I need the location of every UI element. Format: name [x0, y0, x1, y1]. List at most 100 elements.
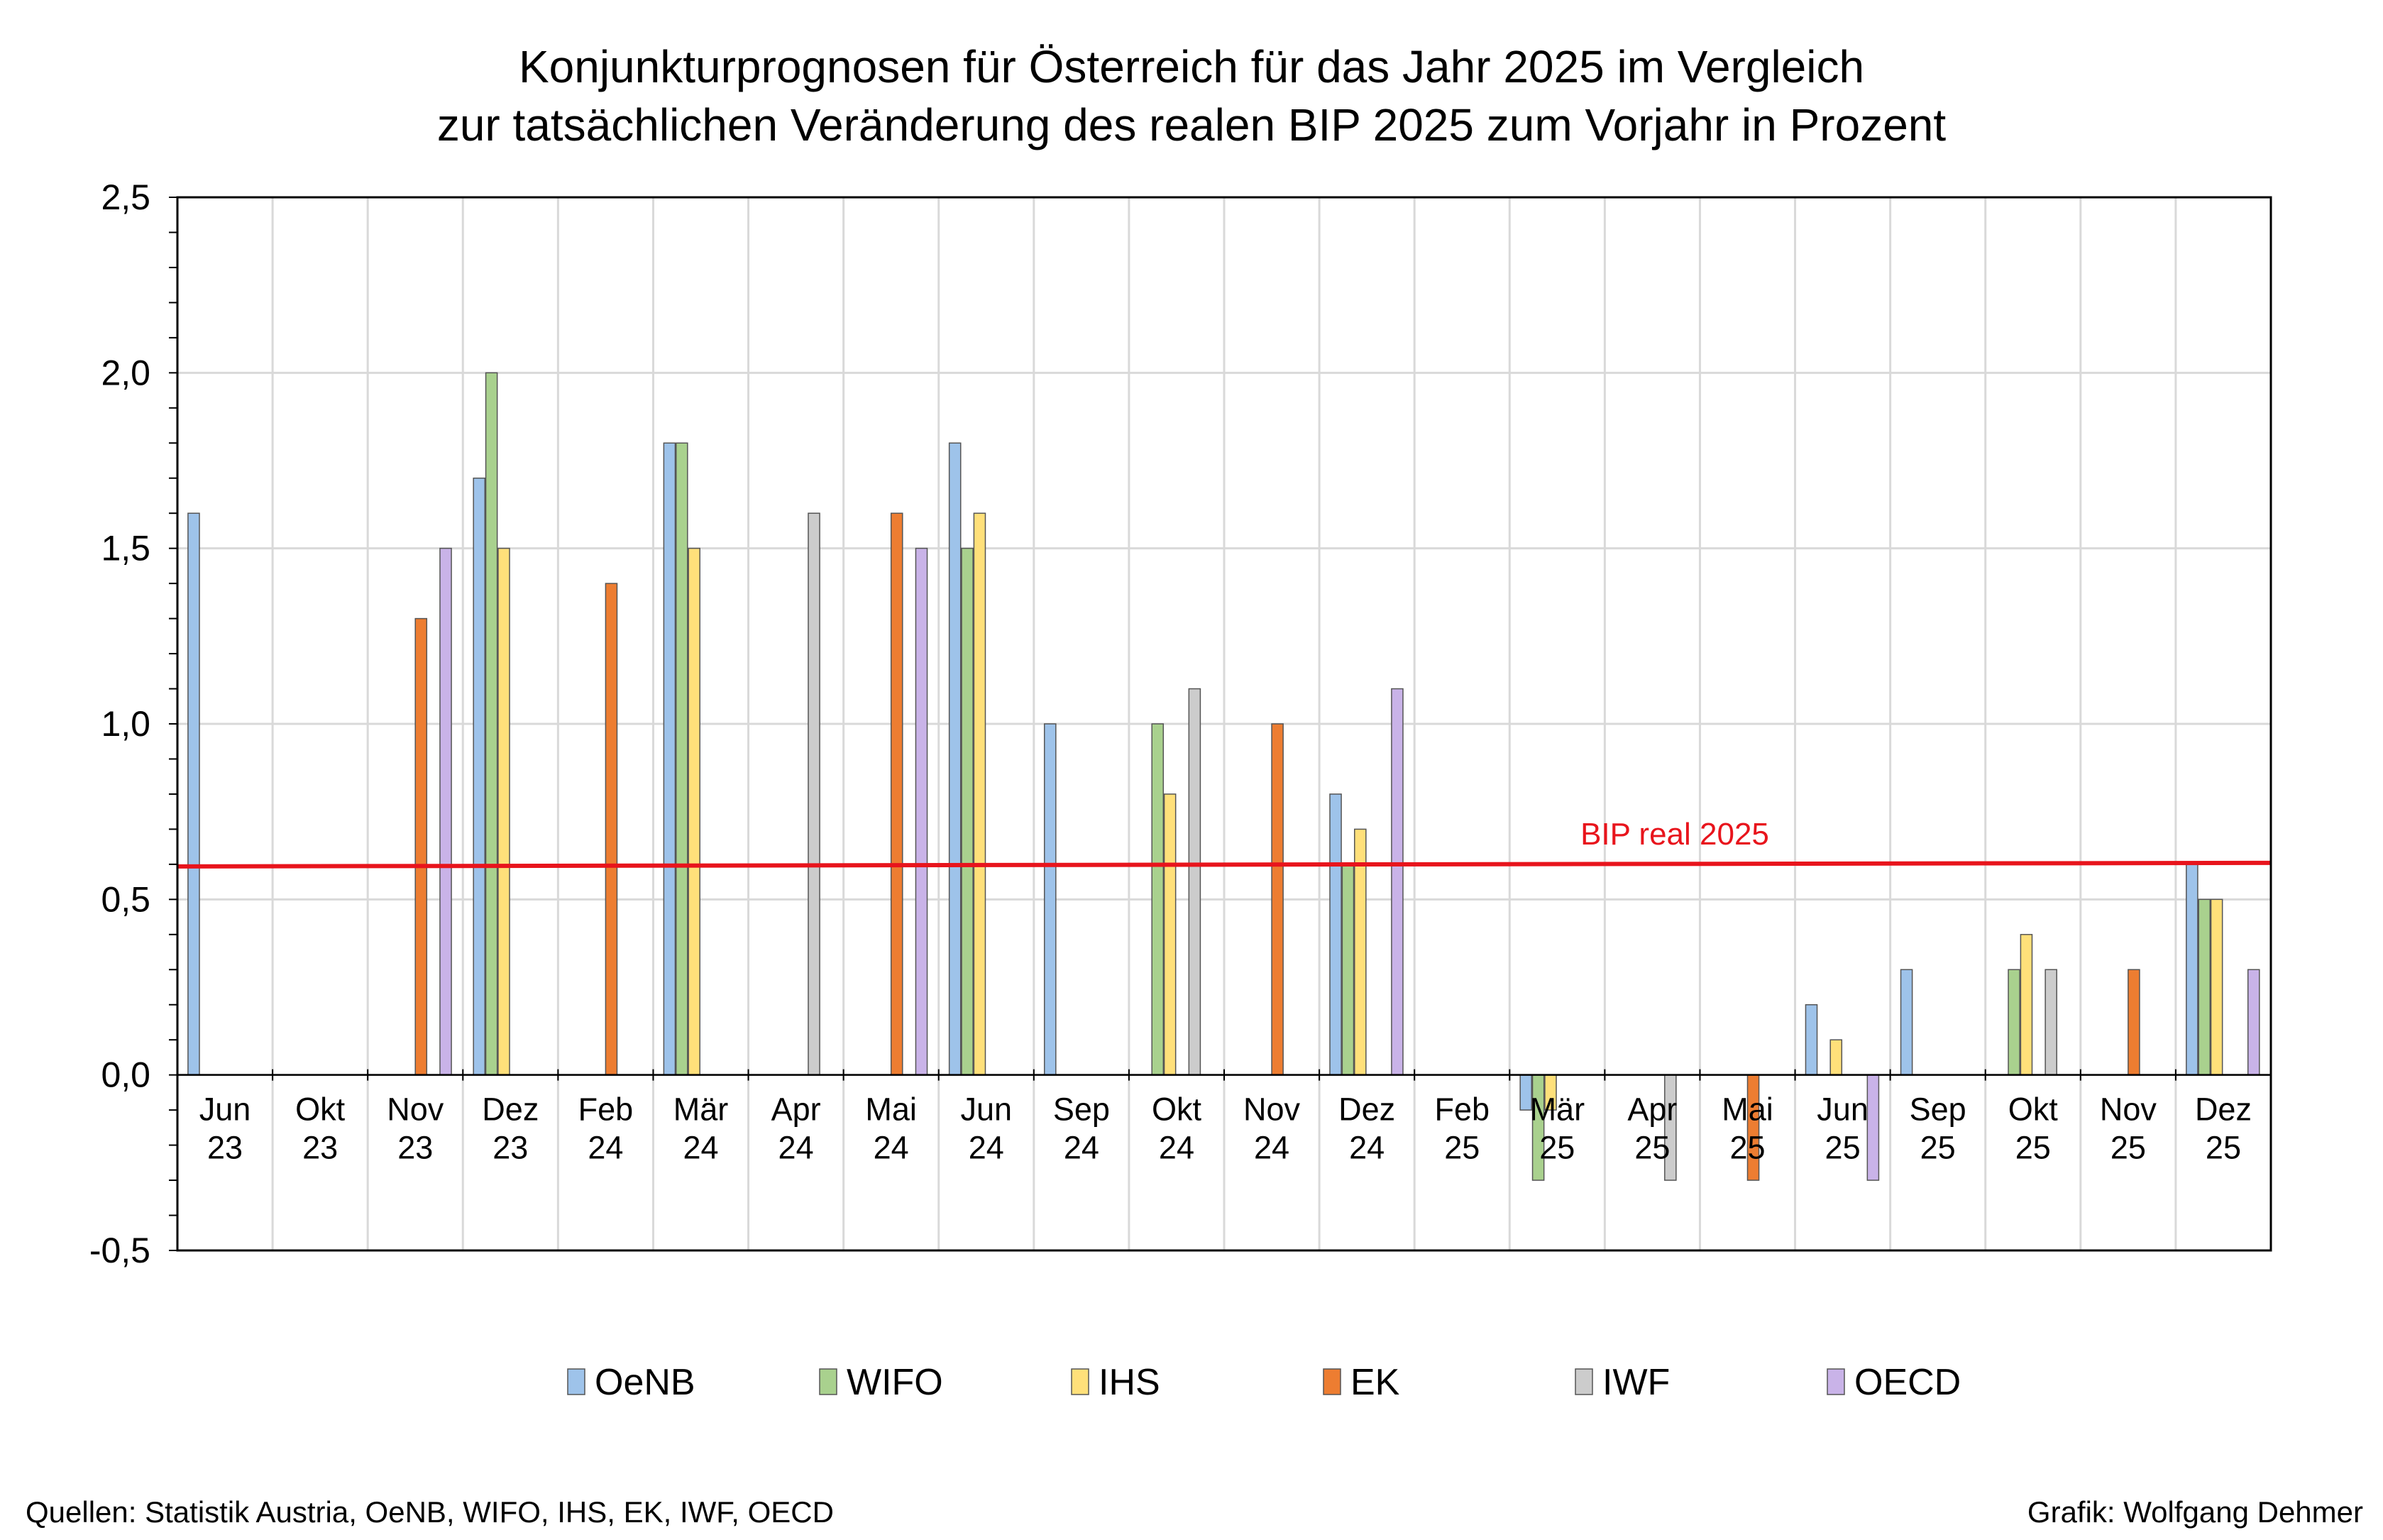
bar-oecd: [1866, 1074, 1880, 1181]
x-tick-label-year: 24: [588, 1130, 623, 1166]
bar-ihs: [1163, 793, 1177, 1076]
x-tick-label-year: 25: [1634, 1130, 1670, 1166]
y-tick-label: 2,5: [101, 177, 150, 217]
bar-ek: [2128, 969, 2140, 1076]
bar-oenb: [1900, 969, 1913, 1076]
legend-label-oenb: OeNB: [595, 1362, 695, 1403]
y-tick-label: 1,5: [101, 529, 150, 568]
x-tick-label-month: Mär: [673, 1091, 729, 1128]
x-tick-label-year: 25: [1539, 1130, 1575, 1166]
x-tick-label-month: Mär: [1530, 1091, 1585, 1128]
bar-ihs: [688, 547, 700, 1076]
x-tick-labels: Jun23Okt23Nov23Dez23Feb24Mär24Apr24Mai24…: [199, 1091, 2252, 1166]
x-tick-label-month: Dez: [482, 1091, 539, 1128]
x-tick-label-year: 24: [874, 1130, 909, 1166]
legend-label-oecd: OECD: [1854, 1362, 1961, 1403]
legend: OeNB WIFO IHS EK IWF OECD: [567, 1362, 1961, 1403]
legend-swatch-oecd: [1827, 1368, 1845, 1395]
reference-line: [177, 860, 2272, 869]
x-tick-label-year: 23: [207, 1130, 243, 1166]
x-tick-label-month: Apr: [771, 1091, 821, 1128]
bar-oecd: [915, 547, 928, 1076]
bar-oenb: [948, 442, 962, 1076]
bar-ihs: [2020, 934, 2033, 1076]
x-tick-label-month: Okt: [2008, 1091, 2059, 1128]
bar-oenb: [1805, 1003, 1818, 1076]
plot-frame: [176, 196, 2272, 1252]
x-tick-label-month: Mai: [1722, 1091, 1773, 1128]
y-tick-label: 0,5: [101, 879, 150, 919]
x-tick-label-month: Sep: [1910, 1091, 1966, 1128]
legend-swatch-ek: [1323, 1368, 1341, 1395]
x-tick-label-year: 23: [397, 1130, 433, 1166]
x-tick-label-year: 25: [2206, 1130, 2241, 1166]
bar-oenb: [2186, 864, 2198, 1076]
x-tick-label-year: 25: [1920, 1130, 1956, 1166]
x-tick-label-month: Okt: [1152, 1091, 1202, 1128]
bar-iwf: [1188, 688, 1201, 1076]
bar-oecd: [1391, 688, 1404, 1076]
legend-swatch-oenb: [567, 1368, 585, 1395]
x-tick-label-month: Nov: [2100, 1091, 2157, 1128]
legend-swatch-iwf: [1575, 1368, 1593, 1395]
x-tick-label-year: 24: [778, 1130, 814, 1166]
bar-oenb: [1329, 793, 1342, 1076]
x-tick-label-year: 25: [2015, 1130, 2051, 1166]
x-tick-label-year: 24: [969, 1130, 1004, 1166]
x-tick-label-month: Apr: [1627, 1091, 1677, 1128]
legend-swatch-ihs: [1071, 1368, 1089, 1395]
bar-ihs: [973, 512, 986, 1076]
x-tick-label-month: Jun: [199, 1091, 251, 1128]
y-tick-labels: 2,5 2,0 1,5 1,0 0,5 0,0 -0,5: [89, 177, 150, 1270]
bar-oenb: [1043, 723, 1057, 1076]
bar-oecd: [2247, 969, 2260, 1076]
x-tick-label-month: Nov: [387, 1091, 444, 1128]
bar-wifo: [1151, 723, 1165, 1076]
bar-oenb: [187, 512, 200, 1076]
x-tick-label-month: Jun: [1817, 1091, 1869, 1128]
bar-wifo: [485, 372, 498, 1076]
bar-wifo: [2008, 969, 2020, 1076]
chart-title-line-1: Konjunkturprognosen für Österreich für d…: [519, 41, 1864, 92]
x-tick-label-year: 25: [1729, 1130, 1765, 1166]
bar-iwf: [808, 512, 820, 1076]
x-tick-label-year: 23: [492, 1130, 528, 1166]
bar-ihs: [2210, 898, 2223, 1076]
bar-wifo: [1341, 864, 1355, 1076]
legend-label-ihs: IHS: [1099, 1362, 1160, 1403]
x-tick-label-month: Dez: [2195, 1091, 2252, 1128]
bar-wifo: [675, 442, 688, 1076]
x-tick-label-month: Jun: [960, 1091, 1012, 1128]
x-tick-label-month: Nov: [1243, 1091, 1301, 1128]
legend-swatch-wifo: [819, 1368, 837, 1395]
credit-note: Grafik: Wolfgang Dehmer: [2027, 1495, 2363, 1529]
x-tick-label-month: Feb: [1434, 1091, 1490, 1128]
bar-ek: [414, 617, 428, 1076]
bar-oenb: [663, 442, 676, 1076]
x-tick-label-year: 25: [2110, 1130, 2146, 1166]
x-tick-label-year: 24: [1254, 1130, 1289, 1166]
x-tick-label-month: Mai: [865, 1091, 917, 1128]
y-tick-label: -0,5: [89, 1231, 150, 1270]
legend-label-wifo: WIFO: [847, 1362, 943, 1403]
x-tick-label-year: 24: [1159, 1130, 1194, 1166]
reference-line-label: BIP real 2025: [1580, 817, 1769, 852]
axes: [169, 196, 2272, 1252]
x-tick-label-year: 25: [1444, 1130, 1480, 1166]
bar-oenb: [473, 477, 486, 1076]
chart-title-line-2: zur tatsächlichen Veränderung des realen…: [437, 99, 1947, 150]
bar-ihs: [497, 547, 510, 1076]
x-tick-label-year: 25: [1825, 1130, 1861, 1166]
bar-wifo: [2198, 898, 2211, 1076]
bar-wifo: [961, 547, 974, 1076]
y-tick-label: 1,0: [101, 704, 150, 744]
bar-iwf: [2044, 969, 2057, 1076]
legend-label-iwf: IWF: [1602, 1362, 1670, 1403]
x-tick-label-month: Okt: [295, 1091, 346, 1128]
y-tick-label: 0,0: [101, 1055, 150, 1095]
x-tick-label-year: 23: [302, 1130, 338, 1166]
x-tick-label-month: Dez: [1338, 1091, 1395, 1128]
x-tick-label-year: 24: [683, 1130, 718, 1166]
y-tick-label: 2,0: [101, 353, 150, 392]
